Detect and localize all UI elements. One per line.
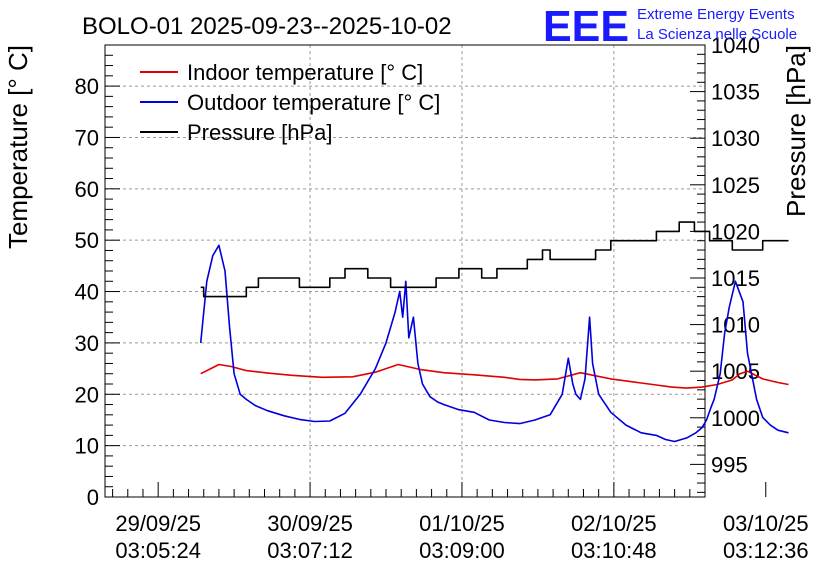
legend-label-pressure: Pressure [hPa] (187, 120, 333, 145)
x-tick-label-date: 30/09/25 (267, 511, 353, 536)
y-axis-right-label: Pressure [hPa] (781, 45, 811, 217)
y-right-tick-label: 995 (711, 452, 748, 477)
logo-line-1: Extreme Energy Events (637, 6, 795, 23)
y-axis-left-label: Temperature [° C] (3, 45, 33, 249)
y-left-tick-label: 60 (75, 177, 99, 202)
y-right-tick-label: 1010 (711, 313, 760, 338)
y-left-tick-label: 80 (75, 74, 99, 99)
tick-layer: 0102030405060708099510001005101010151020… (75, 33, 809, 563)
x-tick-label-time: 03:09:00 (419, 538, 505, 563)
x-tick-label-time: 03:10:48 (571, 538, 657, 563)
legend-label-outdoor: Outdoor temperature [° C] (187, 90, 440, 115)
y-left-tick-label: 70 (75, 125, 99, 150)
x-tick-label-time: 03:12:36 (723, 538, 809, 563)
x-tick-label-date: 02/10/25 (571, 511, 657, 536)
y-right-tick-label: 1040 (711, 33, 760, 58)
x-tick-label-date: 03/10/25 (723, 511, 809, 536)
legend-label-indoor: Indoor temperature [° C] (187, 60, 423, 85)
x-tick-label-time: 03:05:24 (115, 538, 201, 563)
y-left-tick-label: 20 (75, 382, 99, 407)
series-layer (199, 221, 789, 443)
y-left-tick-label: 50 (75, 228, 99, 253)
legend: Indoor temperature [° C] Outdoor tempera… (140, 60, 440, 145)
y-left-tick-label: 0 (87, 485, 99, 510)
series-line-outdoor (199, 244, 789, 443)
y-right-tick-label: 1025 (711, 173, 760, 198)
y-right-tick-label: 1030 (711, 126, 760, 151)
x-tick-label-date: 29/09/25 (115, 511, 201, 536)
logo-mark: EEE (543, 2, 629, 51)
x-tick-label-time: 03:07:12 (267, 538, 353, 563)
logo-line-2: La Scienza nelle Scuole (637, 26, 797, 43)
series-line-pressure (200, 221, 789, 298)
x-tick-label-date: 01/10/25 (419, 511, 505, 536)
y-right-tick-label: 1035 (711, 80, 760, 105)
y-right-tick-label: 1015 (711, 266, 760, 291)
y-left-tick-label: 40 (75, 280, 99, 305)
chart-title: BOLO-01 2025-09-23--2025-10-02 (82, 13, 452, 40)
y-right-tick-label: 1000 (711, 406, 760, 431)
series-line-indoor (200, 363, 789, 389)
y-left-tick-label: 30 (75, 331, 99, 356)
y-left-tick-label: 10 (75, 434, 99, 459)
